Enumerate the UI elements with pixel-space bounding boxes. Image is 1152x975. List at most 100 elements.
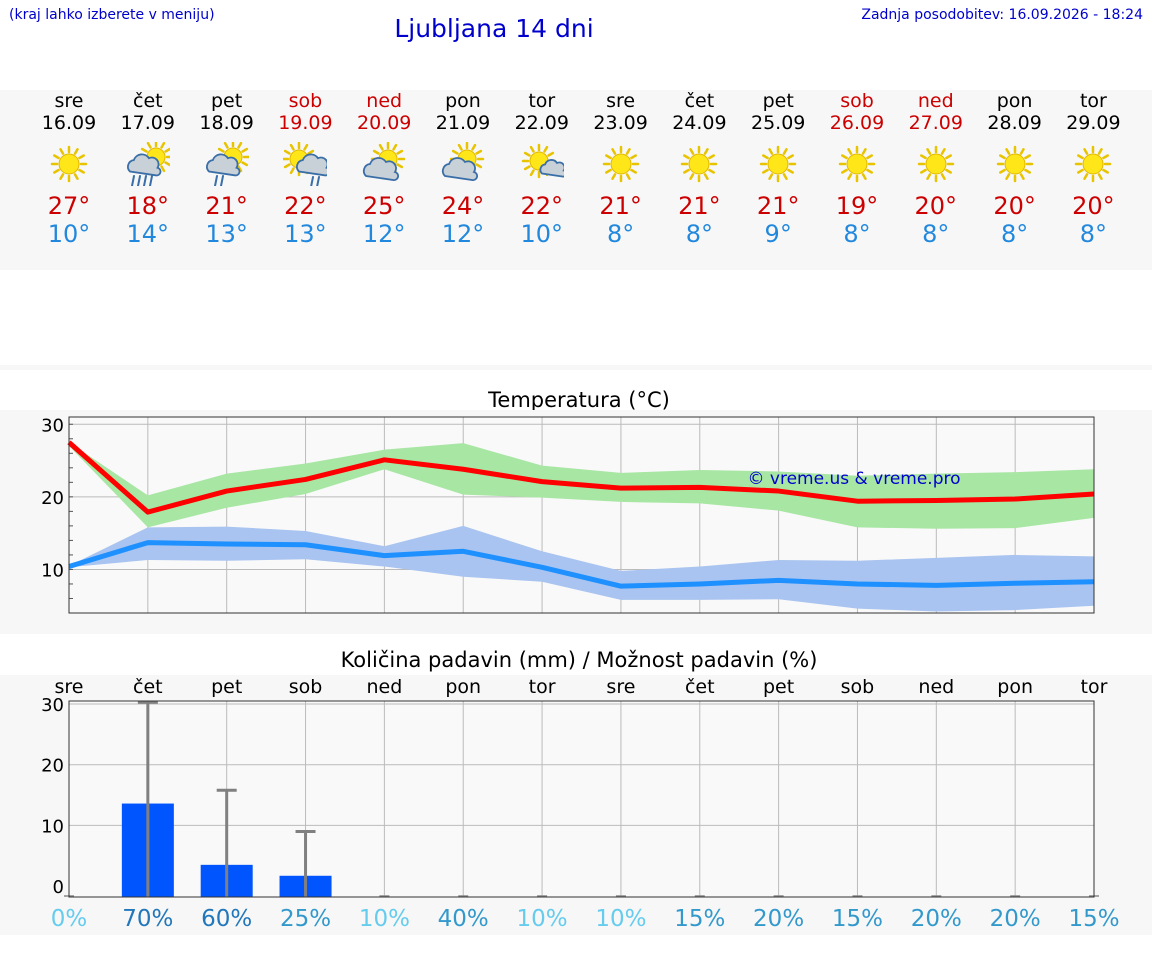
- max-temperature: 18°: [126, 192, 170, 220]
- min-temperature: 13°: [284, 220, 327, 248]
- y-tick-label: 0: [53, 877, 64, 898]
- sun-small-cloud-icon: [520, 142, 567, 186]
- day-name: ned: [917, 90, 954, 112]
- sun-icon: [835, 142, 879, 186]
- day-name: sob: [840, 90, 874, 112]
- category-label: ned: [918, 676, 954, 698]
- precipitation-probability: 20%: [911, 906, 962, 932]
- sun-cloud-icon: [441, 141, 485, 186]
- category-label: sob: [289, 676, 323, 698]
- day-date: 29.09: [1066, 112, 1121, 134]
- min-temperature: 8°: [1079, 220, 1108, 248]
- max-temperature: 20°: [914, 192, 958, 220]
- day-column: pon 28.09 20° 8°: [975, 90, 1055, 248]
- day-column: pet 18.09 21° 13°: [187, 90, 267, 248]
- precipitation-chart: sre čet pet sob ned pon tor sre čet pet sob ned pon t…: [41, 676, 1119, 932]
- temperature-chart-title: Temperatura (°C): [488, 388, 670, 412]
- sun-cloud-heavy-rain-icon: [126, 139, 174, 187]
- day-column: tor 29.09 20° 8°: [1053, 90, 1133, 248]
- min-temperature: 14°: [126, 220, 170, 248]
- y-tick-label: 20: [41, 756, 64, 777]
- day-date: 25.09: [750, 112, 806, 134]
- precipitation-probability: 20%: [990, 906, 1041, 932]
- max-temperature: 22°: [284, 192, 327, 220]
- day-name: pon: [445, 90, 481, 112]
- category-label: pet: [763, 676, 794, 698]
- day-date: 19.09: [278, 112, 333, 134]
- day-date: 22.09: [514, 112, 569, 134]
- separator: [0, 365, 1152, 370]
- sun-cloud-icon: [362, 141, 406, 186]
- precipitation-probability: 40%: [438, 906, 489, 932]
- day-date: 16.09: [41, 112, 97, 134]
- min-temperature: 8°: [843, 220, 871, 248]
- min-temperature: 10°: [47, 220, 91, 248]
- watermark: © vreme.us & vreme.pro: [747, 469, 960, 489]
- day-column: sre 23.09 21° 8°: [581, 90, 661, 248]
- y-tick-label: 30: [41, 695, 64, 716]
- day-column: pon 21.09 24° 12°: [423, 90, 503, 248]
- precipitation-probability: 70%: [122, 906, 173, 932]
- day-name: sre: [54, 90, 84, 112]
- sun-icon: [677, 142, 721, 186]
- day-name: tor: [528, 90, 556, 112]
- day-name: čet: [684, 90, 715, 112]
- day-date: 27.09: [908, 112, 963, 134]
- max-temperature-line: [67, 440, 1095, 515]
- day-column: sob 19.09 22° 13°: [265, 90, 345, 248]
- sun-icon: [599, 142, 643, 186]
- min-temperature: 9°: [764, 220, 792, 248]
- max-temperature: 21°: [205, 192, 248, 220]
- precipitation-probability: 20%: [753, 906, 804, 932]
- max-temperature: 21°: [599, 192, 642, 220]
- sun-icon: [756, 142, 800, 186]
- day-name: ned: [366, 90, 403, 112]
- day-column: tor 22.09 22° 10°: [502, 90, 582, 248]
- day-date: 28.09: [987, 112, 1042, 134]
- day-date: 26.09: [829, 112, 885, 134]
- precipitation-chart-panel: sre čet pet sob ned pon tor sre čet pet sob ned pon t…: [0, 675, 1152, 935]
- precipitation-probability: 0%: [51, 906, 88, 932]
- precipitation-probability: 15%: [1068, 906, 1119, 932]
- category-label: pet: [211, 676, 242, 698]
- max-temperature: 25°: [362, 192, 406, 220]
- plot-border: [68, 416, 1095, 614]
- day-column: ned 20.09 25° 12°: [344, 90, 424, 248]
- day-name: sre: [606, 90, 636, 112]
- daily-forecast-panel: sre 16.09 27° 10° čet 17.09 18° 14° pet 18.09 21° 1…: [0, 90, 1152, 270]
- category-label: sre: [55, 676, 84, 698]
- last-updated: Zadnja posodobitev: 16.09.2026 - 18:24: [861, 7, 1143, 23]
- min-temperature-line: [68, 540, 1095, 589]
- category-label: ned: [366, 676, 402, 698]
- precipitation-chart-title: Količina padavin (mm) / Možnost padavin …: [340, 648, 818, 672]
- min-temperature: 8°: [1000, 220, 1029, 248]
- temperature-chart-panel: 10 20 30 © vreme.us & vreme.pro: [0, 410, 1152, 634]
- day-column: ned 27.09 20° 8°: [896, 90, 976, 248]
- day-column: pet 25.09 21° 9°: [738, 90, 818, 248]
- day-column: sob 26.09 19° 8°: [817, 90, 897, 248]
- max-temperature: 22°: [520, 192, 564, 220]
- category-label: pon: [445, 676, 481, 698]
- y-tick-label: 20: [41, 488, 64, 509]
- plot-area: [69, 701, 1094, 897]
- sun-icon: [47, 142, 91, 186]
- sun-icon: [993, 142, 1037, 186]
- day-column: čet 24.09 21° 8°: [659, 90, 739, 248]
- max-temperature: 20°: [1072, 192, 1115, 220]
- min-temperature: 8°: [922, 220, 950, 248]
- min-temperature: 12°: [362, 220, 406, 248]
- precipitation-probability: 10%: [359, 906, 410, 932]
- max-temperature: 27°: [47, 192, 91, 220]
- max-temperature: 24°: [441, 192, 485, 220]
- category-label: tor: [1081, 676, 1108, 698]
- category-label: sre: [606, 676, 635, 698]
- day-name: pet: [762, 90, 794, 112]
- day-date: 21.09: [435, 112, 491, 134]
- day-date: 20.09: [356, 112, 412, 134]
- plot-border: [68, 700, 1095, 898]
- min-temperature: 8°: [685, 220, 714, 248]
- precipitation-probability: 25%: [280, 906, 331, 932]
- y-tick-label: 10: [41, 816, 64, 837]
- day-column: čet 17.09 18° 14°: [108, 90, 188, 248]
- day-date: 18.09: [199, 112, 254, 134]
